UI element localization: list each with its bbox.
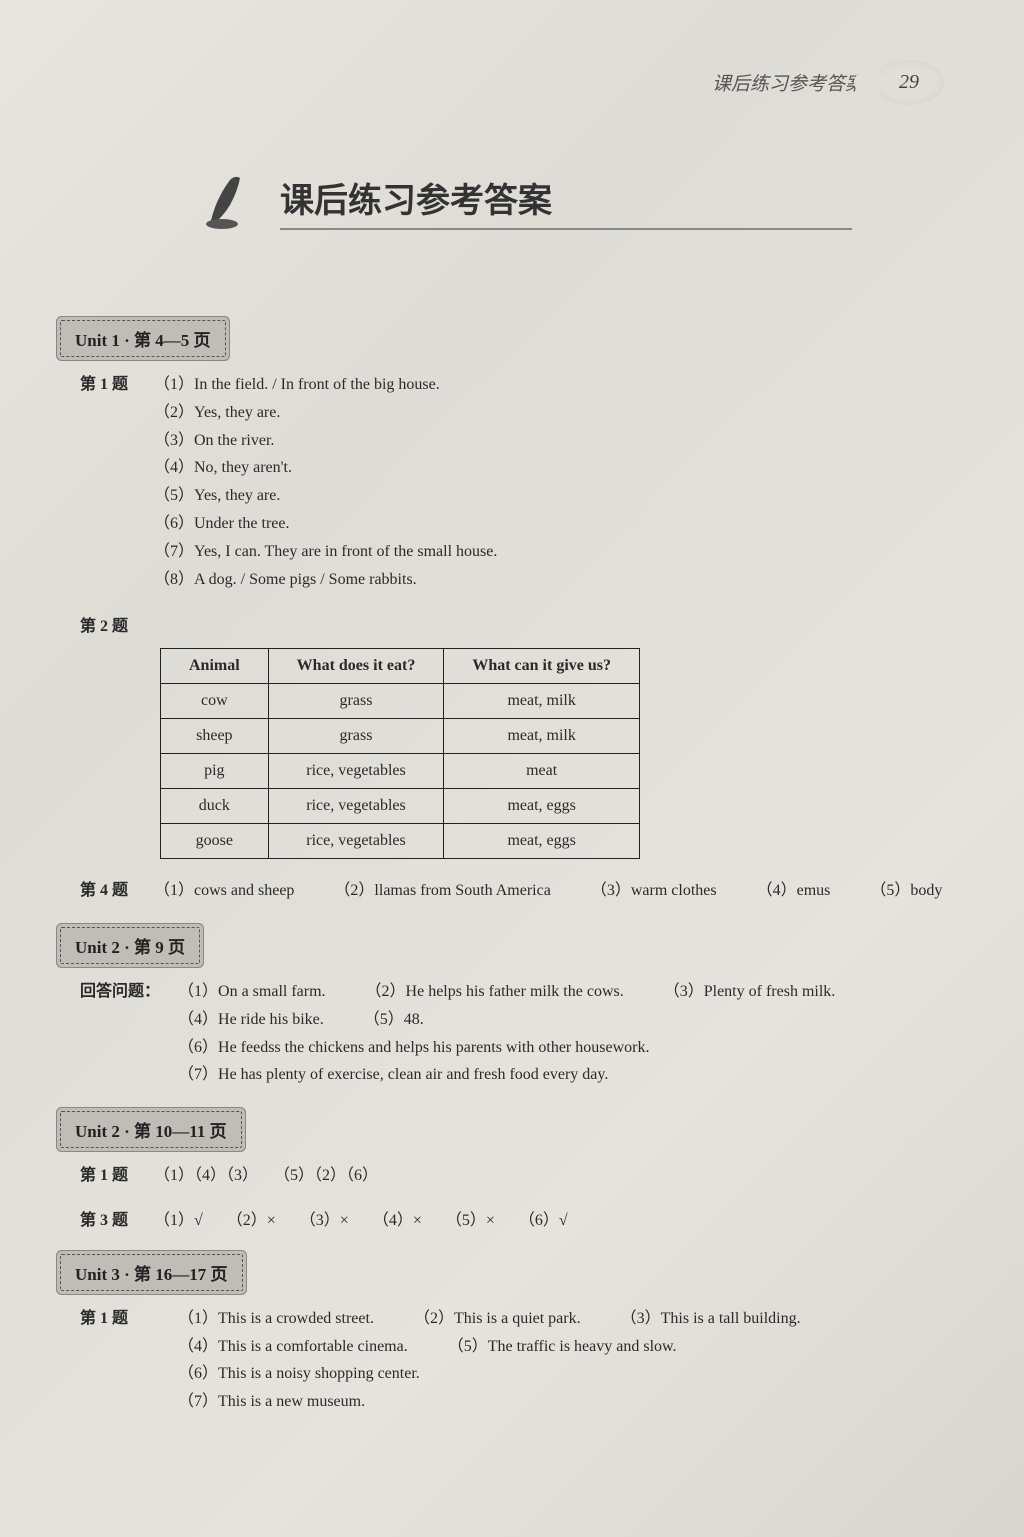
question-label: 回答问题： bbox=[80, 980, 160, 1091]
table-cell: meat, milk bbox=[444, 719, 640, 754]
title-block: 课后练习参考答案 bbox=[200, 170, 964, 230]
answer-item: （7）This is a new museum. bbox=[178, 1390, 365, 1415]
table-row: pigrice, vegetablesmeat bbox=[161, 754, 640, 789]
table-header-cell: What can it give us? bbox=[444, 649, 640, 684]
table-header-cell: What does it eat? bbox=[268, 649, 444, 684]
answer-item: （1）On a small farm. bbox=[178, 980, 326, 1005]
question-label: 第 4 题 bbox=[80, 879, 136, 907]
unit-tag: Unit 3 · 第 16—17 页 bbox=[60, 1254, 243, 1291]
table-cell: duck bbox=[161, 789, 269, 824]
answer-item: （1）In the field. / In front of the big h… bbox=[154, 373, 964, 398]
table-cell: pig bbox=[161, 754, 269, 789]
table-cell: rice, vegetables bbox=[268, 789, 444, 824]
page-number: 29 bbox=[899, 71, 919, 94]
question-section: 第 4 题 （1）cows and sheep （2）llamas from Sou… bbox=[80, 879, 964, 907]
answer-item: （8）A dog. / Some pigs / Some rabbits. bbox=[154, 568, 964, 593]
question-section: 第 1 题 （1）In the field. / In front of the … bbox=[80, 373, 964, 595]
question-section: 回答问题： （1）On a small farm. （2）He helps his … bbox=[80, 980, 964, 1091]
table-cell: rice, vegetables bbox=[268, 824, 444, 859]
question-label: 第 1 题 bbox=[80, 1164, 136, 1189]
table-header-cell: Animal bbox=[161, 649, 269, 684]
table-cell: meat, eggs bbox=[444, 824, 640, 859]
answer-item: （2）Yes, they are. bbox=[154, 401, 964, 426]
content-area: Unit 1 · 第 4—5 页第 1 题 （1）In the field. / … bbox=[60, 320, 964, 1418]
page-title: 课后练习参考答案 bbox=[280, 173, 852, 230]
answer-item: （2）This is a quiet park. bbox=[414, 1307, 581, 1332]
table-cell: grass bbox=[268, 719, 444, 754]
answer-item: （5）body bbox=[870, 879, 942, 904]
answer-item: （4）No, they aren't. bbox=[154, 456, 964, 481]
answer-item: （2）llamas from South America bbox=[334, 879, 550, 904]
answer-item: （1）This is a crowded street. bbox=[178, 1307, 374, 1332]
answer-item: （6）He feedss the chickens and helps his … bbox=[178, 1036, 649, 1061]
question-label: 第 1 题 bbox=[80, 373, 136, 595]
answer-item: （5）The traffic is heavy and slow. bbox=[448, 1335, 677, 1360]
answer-line: （1）（4）（3） （5）（2）（6） bbox=[154, 1164, 964, 1189]
table-cell: meat bbox=[444, 754, 640, 789]
answer-item: （4）He ride his bike. bbox=[178, 1008, 324, 1033]
answer-item: （3）This is a tall building. bbox=[621, 1307, 801, 1332]
answer-item: （3）warm clothes bbox=[591, 879, 717, 904]
question-label: 第 3 题 bbox=[80, 1209, 136, 1234]
answer-item: （7）He has plenty of exercise, clean air … bbox=[178, 1063, 608, 1088]
answer-item: （4）emus bbox=[757, 879, 831, 904]
table-cell: grass bbox=[268, 684, 444, 719]
table-cell: rice, vegetables bbox=[268, 754, 444, 789]
feather-icon bbox=[200, 170, 250, 230]
question-section: 第 1 题 （1）This is a crowded street. （2）This… bbox=[80, 1307, 964, 1418]
question-section: 第 1 题 （1）（4）（3） （5）（2）（6） bbox=[80, 1164, 964, 1189]
table-row: cowgrassmeat, milk bbox=[161, 684, 640, 719]
answer-item: （7）Yes, I can. They are in front of the … bbox=[154, 540, 964, 565]
answer-item: （3）On the river. bbox=[154, 429, 964, 454]
question-section: 第 3 题 （1）√ （2）× （3）× （4）× （5）× （6）√ bbox=[80, 1209, 964, 1234]
answer-item: （2）He helps his father milk the cows. bbox=[366, 980, 624, 1005]
answer-item: （5）Yes, they are. bbox=[154, 484, 964, 509]
table-row: gooserice, vegetablesmeat, eggs bbox=[161, 824, 640, 859]
header-section-label: 课后练习参考答案 bbox=[712, 69, 864, 96]
table-cell: cow bbox=[161, 684, 269, 719]
answer-item: （6）Under the tree. bbox=[154, 512, 964, 537]
table-cell: goose bbox=[161, 824, 269, 859]
answer-item: （4）This is a comfortable cinema. bbox=[178, 1335, 408, 1360]
table-cell: sheep bbox=[161, 719, 269, 754]
answer-item: （6）This is a noisy shopping center. bbox=[178, 1362, 420, 1387]
page-header: 课后练习参考答案 29 bbox=[712, 60, 944, 105]
table-row: sheepgrassmeat, milk bbox=[161, 719, 640, 754]
answer-line: （1）√ （2）× （3）× （4）× （5）× （6）√ bbox=[154, 1209, 964, 1234]
table-cell: meat, eggs bbox=[444, 789, 640, 824]
unit-tag: Unit 2 · 第 9 页 bbox=[60, 927, 200, 964]
table-cell: meat, milk bbox=[444, 684, 640, 719]
question-section: 第 2 题 AnimalWhat does it eat?What can it … bbox=[80, 615, 964, 859]
answer-item: （5）48. bbox=[364, 1008, 424, 1033]
page-number-badge: 29 bbox=[874, 60, 944, 105]
question-label: 第 1 题 bbox=[80, 1307, 160, 1418]
answer-table: AnimalWhat does it eat?What can it give … bbox=[160, 648, 640, 859]
unit-tag: Unit 2 · 第 10—11 页 bbox=[60, 1111, 242, 1148]
unit-tag: Unit 1 · 第 4—5 页 bbox=[60, 320, 226, 357]
table-row: duckrice, vegetablesmeat, eggs bbox=[161, 789, 640, 824]
question-label: 第 2 题 bbox=[80, 615, 136, 640]
answer-item: （1）cows and sheep bbox=[154, 879, 294, 904]
answer-item: （3）Plenty of fresh milk. bbox=[664, 980, 836, 1005]
